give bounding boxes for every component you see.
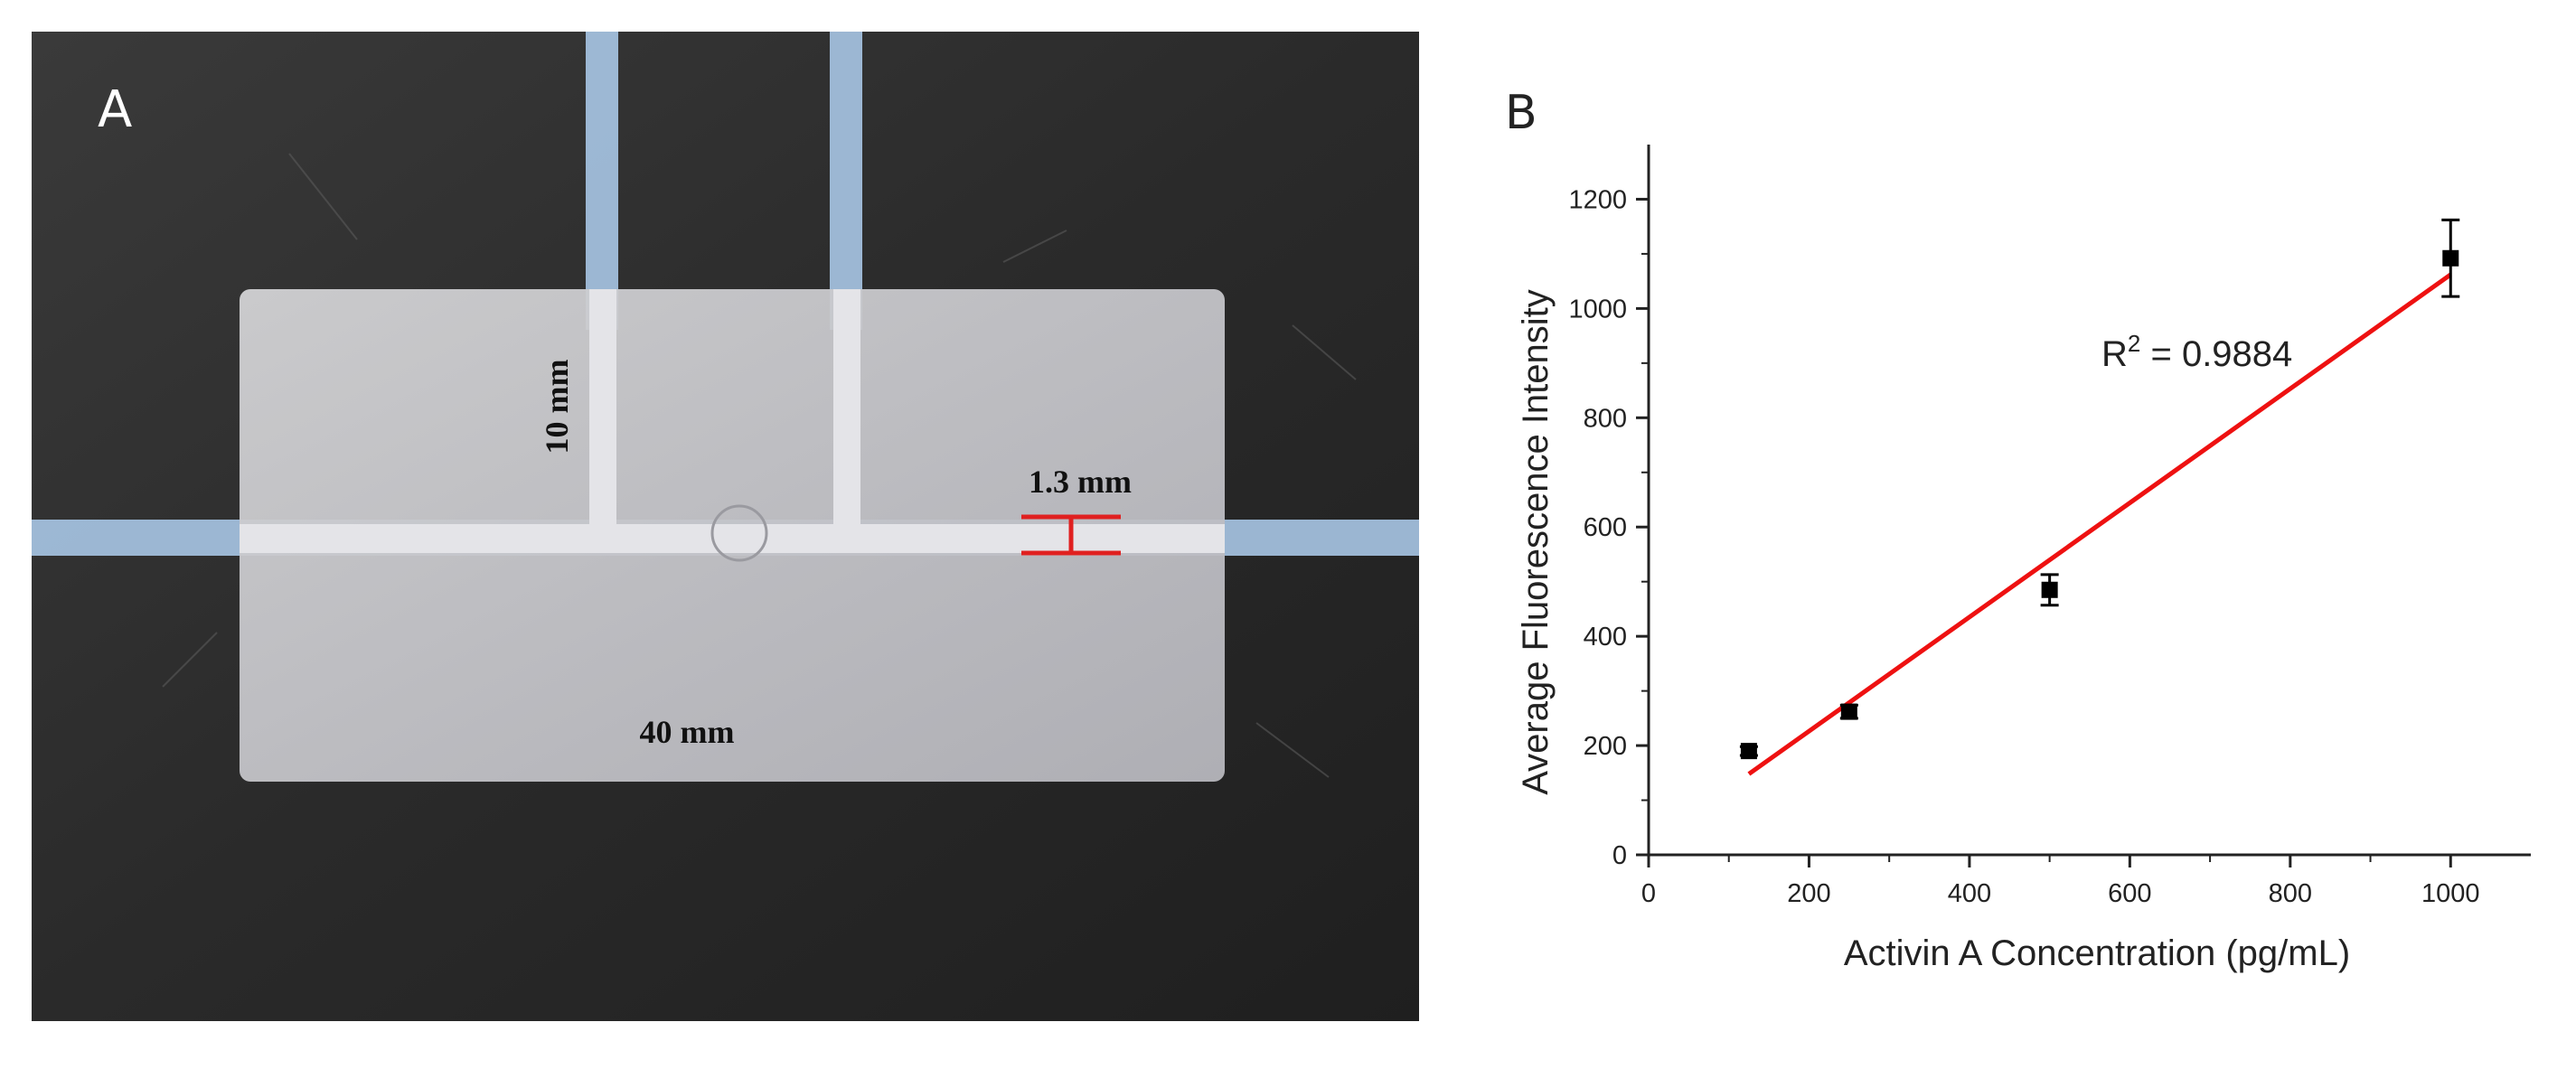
- fit-line: [1747, 272, 2452, 776]
- y-tick-label: 400: [1584, 623, 1627, 652]
- y-tick-label: 200: [1584, 732, 1627, 761]
- device-photo-panel: 10 mm 40 mm 1.3 mm A: [32, 32, 1419, 1021]
- r2-value: = 0.9884: [2140, 334, 2292, 374]
- dim-width-label: 40 mm: [640, 714, 735, 750]
- channel-width-marker: [1021, 514, 1121, 556]
- y-axis-title: Average Fluorescence Intensity: [1516, 289, 1556, 795]
- data-point: [2041, 581, 2058, 598]
- data-points: [1739, 218, 2460, 760]
- x-tick-label: 200: [1787, 879, 1830, 908]
- channel-horizontal: [240, 524, 1225, 553]
- air-bubble: [710, 504, 768, 562]
- y-tick-label: 0: [1612, 841, 1627, 870]
- data-point: [1840, 703, 1857, 720]
- r2-prefix: R: [2101, 334, 2128, 374]
- dim-channel-label: 1.3 mm: [1029, 464, 1132, 500]
- x-tick-label: 1000: [2421, 879, 2480, 908]
- y-axis-ticks: 0 200 400 600 800 1000 1200: [1568, 185, 1649, 870]
- r2-superscript: 2: [2128, 330, 2140, 357]
- x-tick-label: 0: [1641, 879, 1656, 908]
- r2-annotation: R2 = 0.9884: [2101, 330, 2292, 374]
- fit-line-group: [1747, 272, 2452, 776]
- y-tick-label: 1000: [1568, 295, 1627, 324]
- tube-vertical-right: [830, 32, 862, 330]
- data-point: [2442, 249, 2459, 267]
- x-tick-label: 800: [2269, 879, 2312, 908]
- dim-height-label: 10 mm: [539, 360, 575, 455]
- x-tick-label: 400: [1948, 879, 1991, 908]
- surface-scratches: [162, 153, 1357, 778]
- channel-vertical-right: [833, 289, 860, 526]
- y-tick-label: 600: [1584, 513, 1627, 542]
- y-tick-label: 1200: [1568, 185, 1627, 214]
- data-point: [1740, 743, 1757, 760]
- x-tick-label: 600: [2108, 879, 2151, 908]
- y-tick-label: 800: [1584, 404, 1627, 433]
- panel-a-label: A: [98, 80, 132, 139]
- x-axis-ticks: 0 200 400 600 800 1000: [1641, 855, 2480, 908]
- tube-vertical-left: [586, 32, 618, 330]
- x-axis-title: Activin A Concentration (pg/mL): [1844, 933, 2350, 973]
- chart-axes: [1647, 145, 2531, 857]
- channel-vertical-left: [589, 289, 616, 526]
- panel-b-label: B: [1505, 86, 1537, 140]
